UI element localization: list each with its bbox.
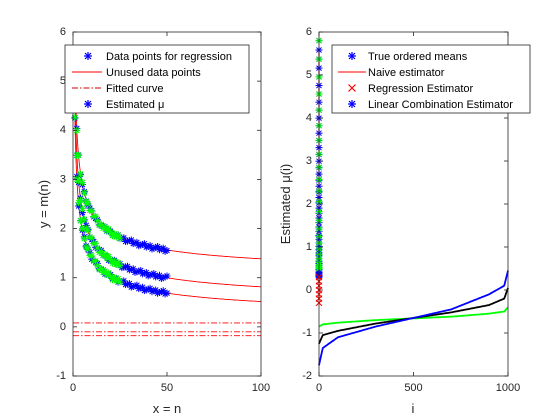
legend-marker-estimated-mu (84, 100, 92, 108)
right-xtick-label: 0 (316, 382, 322, 394)
legend-label: Fitted curve (106, 83, 163, 95)
right-ytick-label: 3 (306, 155, 312, 167)
unused-data-point (78, 205, 86, 213)
left-data-layer (71, 62, 262, 337)
legend-marker-regression (348, 84, 356, 92)
right-legend-box (331, 44, 531, 114)
right-xlabel: i (412, 401, 415, 416)
unused-data-point (77, 170, 84, 178)
right-ytick-label: 6 (306, 26, 312, 38)
unused-data-point (71, 113, 79, 121)
left-ylabel: y = m(n) (36, 180, 51, 228)
right-ytick-label: 1 (306, 241, 312, 253)
right-ytick-label: 5 (306, 69, 312, 81)
right-ytick-label: 0 (306, 284, 312, 296)
right-legend: True ordered means Naive estimator Regre… (331, 44, 531, 114)
unused-data-point (116, 262, 124, 270)
right-ytick-label: 2 (306, 198, 312, 210)
unused-data-point (73, 152, 81, 159)
left-ytick-label: 4 (60, 124, 66, 136)
legend-label: Unused data points (106, 67, 201, 79)
left-legend-box (64, 44, 250, 114)
legend-label: Data points for regression (106, 51, 232, 63)
unused-data-point (84, 245, 92, 253)
regression-data-point (163, 272, 171, 280)
regression-data-point (163, 247, 171, 254)
left-ytick-label: 6 (60, 26, 66, 38)
regression-data-point (139, 283, 147, 291)
left-xlabel: x = n (153, 401, 182, 416)
unused-data-point (84, 200, 92, 208)
left-xtick-label: 100 (252, 382, 270, 394)
legend-marker-linear-combination (348, 100, 356, 108)
left-ytick-label: 0 (60, 321, 66, 333)
left-tick-marks (72, 31, 262, 377)
left-ytick-label: 1 (60, 272, 66, 284)
left-ytick-label: -1 (56, 370, 66, 382)
unused-data-point (107, 256, 115, 264)
right-ytick-label: -2 (302, 370, 312, 382)
left-xtick-label: 0 (70, 382, 76, 394)
left-legend: Data points for regression Unused data p… (64, 44, 250, 114)
unused-data-point (84, 227, 92, 235)
unused-data-point (77, 217, 84, 225)
regression-data-point (163, 289, 171, 297)
legend-marker-data-points (84, 52, 92, 60)
right-tick-marks (318, 31, 509, 377)
legend-label: Linear Combination Estimator (368, 99, 513, 111)
unused-data-point (75, 199, 83, 207)
legend-marker-true-means (348, 52, 356, 60)
right-ytick-label: 4 (306, 112, 312, 124)
unused-data-point (88, 207, 96, 215)
right-panel: -2 -1 0 1 2 3 4 5 6 0 500 1000 i Estimat… (278, 26, 531, 416)
left-ytick-label: 2 (60, 223, 66, 235)
right-ytick-label: -1 (302, 327, 312, 339)
left-xtick-label: 50 (161, 382, 173, 394)
unused-data-point (88, 234, 96, 242)
right-xtick-label: 500 (404, 382, 422, 394)
unused-data-point (116, 278, 124, 286)
left-ytick-label: 3 (60, 173, 66, 185)
unused-data-point (116, 234, 124, 242)
legend-label: True ordered means (368, 51, 468, 63)
unused-data-point (88, 252, 96, 260)
legend-label: Regression Estimator (368, 83, 473, 95)
blue-curve-line (318, 270, 509, 366)
right-ylabel: Estimated μ(i) (278, 164, 293, 244)
legend-label: Estimated μ (106, 99, 164, 111)
left-panel: -1 0 1 2 3 4 5 6 0 50 100 x = n y = m(n)… (36, 26, 270, 416)
right-xtick-label: 1000 (496, 382, 520, 394)
legend-label: Naive estimator (368, 67, 445, 79)
unused-data-point (80, 189, 88, 197)
unused-data-point (78, 225, 86, 232)
left-ytick-label: 5 (60, 75, 66, 87)
unused-data-point (80, 235, 88, 243)
